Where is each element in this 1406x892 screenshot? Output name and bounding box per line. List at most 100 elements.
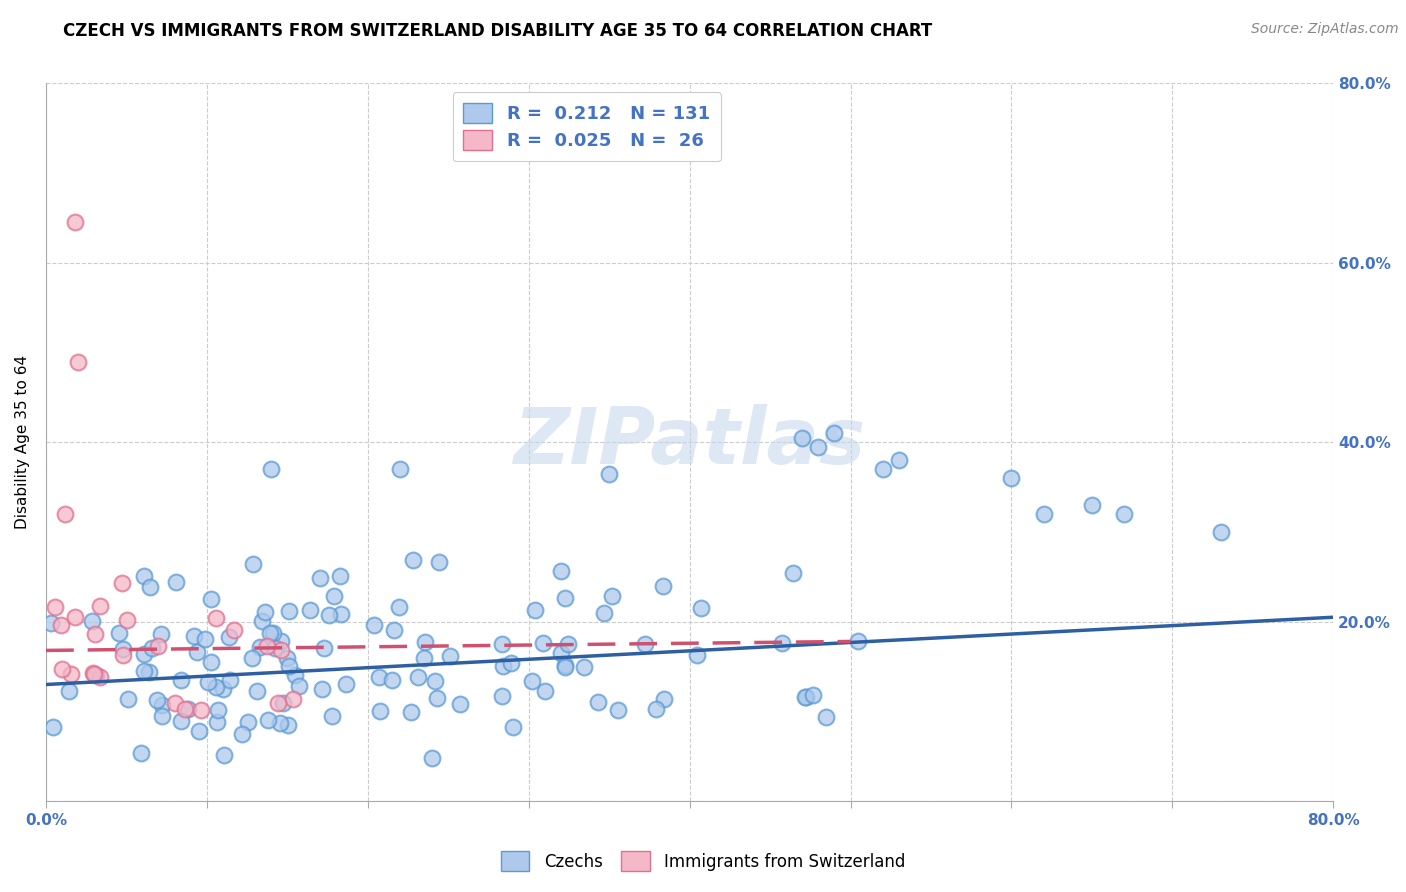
Point (207, 703, 229, 717)
Point (815, 710, 838, 724)
Point (887, 453, 910, 467)
Point (53, 507, 76, 521)
Point (368, 670, 391, 684)
Point (63, 610, 86, 624)
Point (218, 630, 240, 644)
Point (60, 667, 83, 681)
Point (51, 662, 73, 676)
Point (187, 723, 209, 738)
Point (146, 639, 169, 653)
Point (267, 696, 290, 710)
Point (426, 690, 449, 705)
Point (269, 715, 291, 730)
Point (260, 462, 283, 476)
Point (254, 605, 277, 619)
Point (67, 354, 90, 368)
Point (1081, 498, 1104, 512)
Point (41, 720, 63, 734)
Point (794, 690, 817, 704)
Point (318, 608, 340, 623)
Point (170, 673, 193, 687)
Point (110, 576, 132, 591)
Point (271, 696, 294, 710)
Point (439, 649, 461, 664)
Point (256, 639, 278, 653)
Point (284, 668, 307, 682)
Point (86, 668, 108, 682)
Point (141, 641, 163, 656)
Text: CZECH VS IMMIGRANTS FROM SWITZERLAND DISABILITY AGE 35 TO 64 CORRELATION CHART: CZECH VS IMMIGRANTS FROM SWITZERLAND DIS… (63, 22, 932, 40)
Point (308, 571, 330, 585)
Point (264, 641, 287, 656)
Point (1000, 471, 1022, 485)
Point (534, 683, 557, 698)
Point (427, 555, 450, 569)
Point (44, 600, 66, 615)
Point (652, 692, 675, 706)
Point (39, 615, 62, 630)
Point (242, 557, 264, 571)
Point (499, 657, 522, 671)
Point (1209, 524, 1232, 539)
Text: Source: ZipAtlas.com: Source: ZipAtlas.com (1251, 22, 1399, 37)
Point (84, 627, 107, 641)
Point (807, 440, 830, 454)
Point (83, 667, 105, 681)
Point (139, 580, 162, 594)
Point (205, 714, 228, 729)
Point (276, 651, 298, 665)
Point (270, 642, 292, 657)
Point (598, 467, 620, 481)
Point (399, 705, 422, 719)
Point (690, 600, 713, 615)
Point (823, 426, 845, 441)
Point (63, 215, 86, 229)
Point (651, 579, 673, 593)
Point (51, 618, 73, 632)
Point (165, 574, 187, 589)
Point (686, 648, 709, 663)
Point (238, 714, 260, 729)
Point (298, 603, 321, 617)
Point (370, 704, 392, 718)
Point (170, 714, 193, 728)
Point (406, 670, 429, 684)
Point (165, 696, 187, 710)
Point (259, 626, 281, 640)
Point (186, 645, 208, 659)
Point (129, 746, 152, 760)
Point (554, 658, 576, 673)
Point (111, 642, 134, 657)
Point (329, 569, 352, 583)
Point (531, 635, 554, 649)
Point (82, 665, 104, 680)
Point (557, 637, 579, 651)
Point (177, 701, 200, 715)
Point (502, 720, 524, 734)
Point (1112, 507, 1135, 521)
Point (387, 600, 409, 615)
Point (792, 431, 814, 445)
Point (602, 589, 624, 603)
Point (554, 660, 576, 674)
Point (550, 564, 572, 578)
Point (138, 665, 160, 679)
Point (592, 606, 614, 620)
Point (89, 670, 111, 684)
Point (794, 690, 817, 704)
Point (311, 681, 333, 696)
Point (246, 683, 269, 698)
Point (363, 618, 385, 632)
Point (58, 684, 80, 698)
Point (252, 614, 274, 628)
Point (262, 625, 284, 640)
Point (277, 718, 299, 732)
Point (413, 651, 436, 665)
Point (194, 632, 217, 646)
Point (257, 713, 280, 727)
Point (312, 641, 335, 656)
Y-axis label: Disability Age 35 to 64: Disability Age 35 to 64 (15, 355, 30, 529)
Text: ZIPatlas: ZIPatlas (513, 404, 866, 480)
Point (89, 599, 111, 614)
Point (388, 462, 411, 476)
